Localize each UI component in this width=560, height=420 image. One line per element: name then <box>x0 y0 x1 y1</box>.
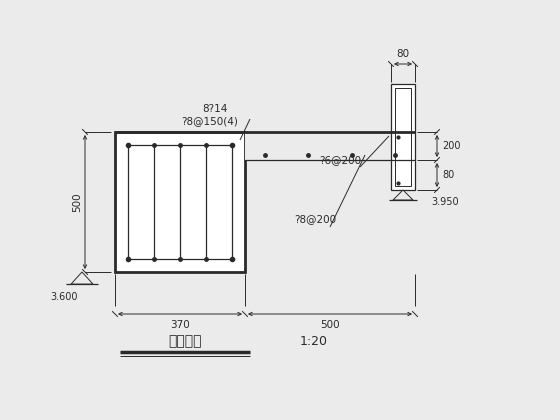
Text: 200: 200 <box>442 141 460 151</box>
Bar <box>391 84 415 190</box>
Text: 500: 500 <box>72 192 82 212</box>
Text: 500: 500 <box>320 320 340 330</box>
Polygon shape <box>71 272 93 284</box>
Bar <box>115 132 245 272</box>
Bar <box>245 132 415 160</box>
Polygon shape <box>393 190 413 200</box>
Text: 80: 80 <box>442 170 454 180</box>
Text: ?8@200: ?8@200 <box>294 214 336 224</box>
Bar <box>395 88 411 186</box>
Text: ?8@150(4): ?8@150(4) <box>181 116 239 126</box>
Text: 8?14: 8?14 <box>202 104 228 114</box>
Text: 3.600: 3.600 <box>50 292 78 302</box>
Text: 370: 370 <box>170 320 190 330</box>
Text: ?6@200: ?6@200 <box>319 155 361 165</box>
Text: 1:20: 1:20 <box>300 335 328 348</box>
Text: 雨篷详图: 雨篷详图 <box>168 334 202 348</box>
Text: 80: 80 <box>396 49 409 59</box>
Text: 3.950: 3.950 <box>431 197 459 207</box>
Bar <box>128 145 232 259</box>
